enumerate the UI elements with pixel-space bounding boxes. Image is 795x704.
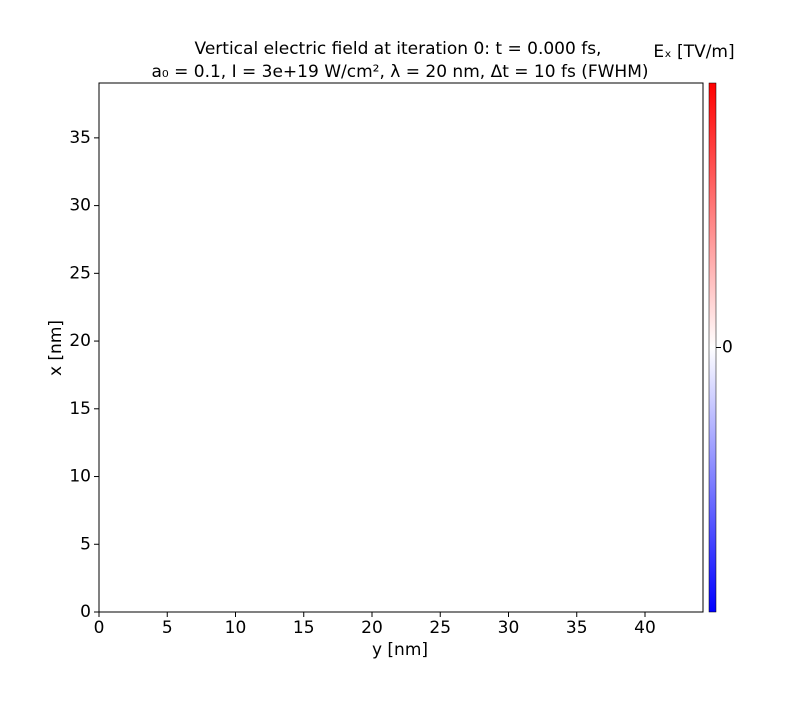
y-axis-label: x [nm]: [46, 320, 66, 376]
x-tick-label: 5: [162, 618, 173, 638]
x-tick-label: 20: [361, 618, 383, 638]
colorbar: [708, 82, 717, 613]
colorbar-tick-label: 0: [722, 338, 733, 358]
x-tick-label: 0: [94, 618, 105, 638]
x-axis-label: y [nm]: [372, 640, 428, 660]
x-tick-label: 25: [429, 618, 451, 638]
y-tick-label: 35: [69, 128, 91, 148]
x-tick-label: 40: [634, 618, 656, 638]
y-tick-label: 15: [69, 399, 91, 419]
x-tick-label: 35: [566, 618, 588, 638]
y-tick-label: 5: [80, 534, 91, 554]
plot-frame: [98, 82, 704, 613]
x-tick-label: 30: [498, 618, 520, 638]
x-tick-label: 15: [293, 618, 315, 638]
chart-title: Vertical electric field at iteration 0: …: [195, 39, 602, 59]
colorbar-label: Eₓ [TV/m]: [653, 42, 734, 62]
x-tick-label: 10: [225, 618, 247, 638]
y-tick-label: 10: [69, 467, 91, 487]
chart-subtitle: a₀ = 0.1, I = 3e+19 W/cm², λ = 20 nm, Δt…: [151, 62, 648, 82]
y-tick-label: 25: [69, 263, 91, 283]
y-tick-label: 0: [80, 602, 91, 622]
y-tick-label: 20: [69, 331, 91, 351]
heatmap-cell: [99, 83, 703, 612]
y-tick-label: 30: [69, 196, 91, 216]
